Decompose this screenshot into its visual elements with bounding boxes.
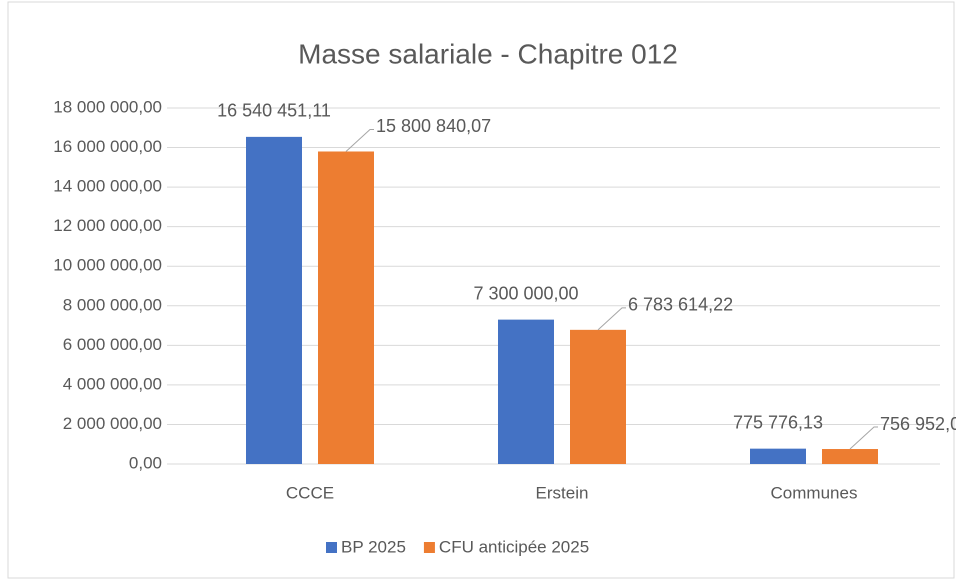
chart-title: Masse salariale - Chapitre 012 (298, 38, 678, 69)
bar (822, 449, 878, 464)
leader-line (345, 128, 374, 152)
y-tick-label: 10 000 000,00 (53, 256, 162, 275)
legend-swatch (326, 542, 337, 553)
y-tick-label: 6 000 000,00 (63, 335, 162, 354)
y-tick-label: 0,00 (129, 453, 162, 472)
data-label: 756 952,00 (880, 414, 956, 434)
bar (498, 319, 554, 464)
data-label: 7 300 000,00 (473, 283, 578, 303)
data-label: 16 540 451,11 (217, 101, 331, 121)
x-tick-label: CCCE (286, 483, 334, 502)
legend-swatch (423, 542, 435, 553)
data-label: 6 783 614,22 (628, 295, 733, 315)
bar (318, 151, 374, 464)
chart-frame (7, 1, 955, 579)
x-tick-label: Communes (771, 483, 858, 502)
leader-line (849, 426, 878, 450)
y-tick-label: 12 000 000,00 (53, 216, 162, 235)
bar (570, 329, 626, 464)
y-tick-label: 2 000 000,00 (63, 414, 162, 433)
data-label: 15 800 840,07 (376, 116, 491, 136)
leader-line (597, 307, 626, 331)
x-tick-label: Erstein (536, 483, 589, 502)
legend-label: BP 2025 (341, 537, 406, 556)
y-tick-label: 14 000 000,00 (53, 177, 162, 196)
y-tick-label: 16 000 000,00 (53, 137, 162, 156)
y-tick-label: 4 000 000,00 (63, 374, 162, 393)
data-label: 775 776,13 (733, 412, 823, 432)
bar (246, 136, 302, 464)
y-tick-label: 8 000 000,00 (63, 295, 162, 314)
legend-label: CFU anticipée 2025 (439, 537, 589, 556)
bar (750, 448, 806, 464)
y-tick-label: 18 000 000,00 (53, 97, 162, 116)
